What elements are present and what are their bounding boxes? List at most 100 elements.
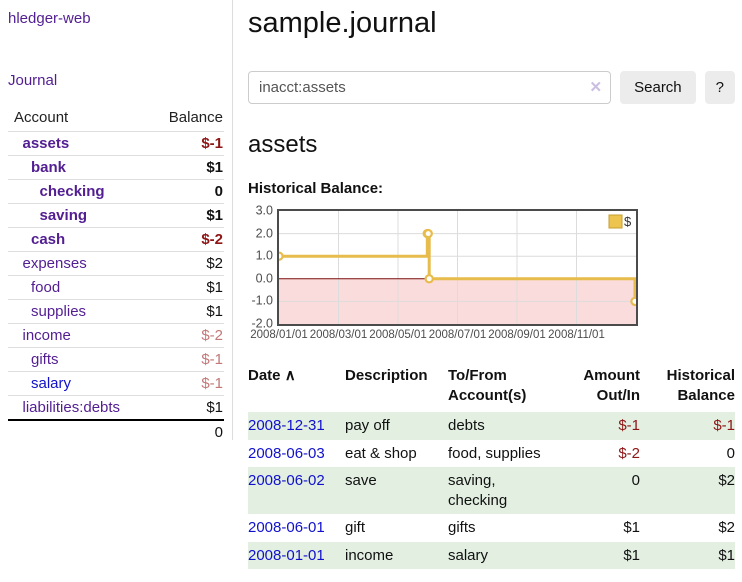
account-link[interactable]: income [22,327,71,344]
clear-search-icon[interactable]: ✕ [589,79,603,96]
account-link[interactable]: supplies [31,303,87,320]
y-axis-tick: 3.0 [255,203,273,218]
accounts-header-account: Account [14,109,69,126]
page-title: sample.journal [248,7,437,39]
column-balance: Historical Balance [666,367,735,404]
main-panel: sample.journal ✕ Search ? assets Histori… [248,0,735,569]
column-description: Description [345,367,428,384]
transaction-date-link[interactable]: 2008-12-31 [248,417,325,434]
search-input[interactable] [248,71,612,104]
column-date[interactable]: Date ∧ [248,367,296,384]
account-link[interactable]: expenses [22,255,87,272]
account-row: liabilities:debts $1 [8,395,224,421]
account-balance: $2 [206,255,223,272]
svg-text:$: $ [624,214,632,229]
transaction-row: 2008-06-03 eat & shop food, supplies $-2… [248,440,735,468]
x-axis-tick: 2008/05/01 [369,329,427,341]
y-axis-tick: 0.0 [255,271,273,286]
historical-balance-chart: 3.0 2.0 1.0 0.0 -1.0 -2.0 $ 2008/01/01 2008/03… [248,203,735,349]
transaction-row: 2008-06-01 gift gifts $1 $2 [248,514,735,542]
account-balance: $1 [206,159,223,176]
y-axis-tick: 1.0 [255,248,273,263]
chart-plot-area: $ [277,209,638,326]
transaction-accounts: debts [448,412,560,440]
account-link[interactable]: gifts [31,351,59,368]
account-balance: $1 [206,303,223,320]
y-axis-tick: 2.0 [255,225,273,240]
search-bar: ✕ Search ? [248,71,735,104]
account-row: expenses $2 [8,251,224,276]
account-balance: $1 [206,279,223,296]
sort-ascending-icon: ∧ [284,367,296,384]
account-row: gifts $-1 [8,347,224,372]
register-table: Date ∧ Description To/From Account(s) Am… [248,366,735,569]
transaction-date-link[interactable]: 2008-06-02 [248,472,325,489]
account-row: bank $1 [8,155,224,180]
chart-title: Historical Balance: [248,180,384,197]
account-balance: $-2 [201,327,223,344]
transaction-description: save [345,467,448,514]
account-balance: $-2 [201,231,223,248]
transaction-date-link[interactable]: 2008-01-01 [248,546,325,564]
accounts-total-value: 0 [147,419,224,444]
transaction-amount: $1 [560,541,640,569]
transaction-row: 2008-12-31 pay off debts $-1 $-1 [248,412,735,440]
account-balance: $1 [206,399,223,416]
accounts-header-balance: Balance [168,109,223,126]
transaction-amount: $-1 [560,412,640,440]
account-link[interactable]: saving [39,207,88,224]
transaction-balance: 0 [726,444,735,462]
account-heading: assets [248,131,318,158]
account-row: supplies $1 [8,299,224,324]
account-balance: $-1 [201,135,223,152]
search-button[interactable]: Search [620,71,696,104]
account-link[interactable]: checking [39,183,105,200]
transaction-description: gift [345,519,366,536]
sidebar-item-journal[interactable]: Journal [8,72,58,89]
transaction-description: pay off [345,412,448,440]
column-amount: Amount Out/In [583,367,640,404]
x-axis-tick: 2008/03/01 [309,329,368,341]
transaction-accounts: food, supplies [448,444,541,462]
transaction-accounts: gifts [448,519,476,536]
y-axis-tick: -2.0 [251,316,273,331]
transaction-amount: $-2 [618,444,640,462]
x-axis-tick: 2008/11/01 [548,329,605,341]
transaction-balance: $1 [640,541,735,569]
x-axis-tick: 2008/09/01 [488,329,546,341]
account-row: food $1 [8,275,224,300]
account-balance: $-1 [201,375,223,392]
transaction-description: income [345,541,448,569]
account-link[interactable]: food [31,279,61,296]
transaction-row: 2008-06-02 save saving, checking 0 $2 [248,467,735,514]
account-link[interactable]: liabilities:debts [22,399,121,416]
transaction-accounts: salary [448,541,560,569]
account-link[interactable]: cash [31,231,66,248]
chart-legend: $ [608,214,632,229]
transaction-row: 2008-01-01 income salary $1 $1 [248,541,735,569]
account-row: cash $-2 [8,227,224,252]
transaction-balance: $-1 [640,412,735,440]
transaction-date-link[interactable]: 2008-06-03 [248,444,325,462]
account-balance: $1 [206,207,223,224]
account-link[interactable]: salary [31,375,72,392]
transaction-balance: $2 [718,519,735,536]
search-help-button[interactable]: ? [704,71,735,104]
account-balance: 0 [214,183,223,200]
account-link[interactable]: assets [22,135,70,152]
chart-svg: $ [279,211,636,324]
transaction-description: eat & shop [345,444,417,462]
account-row: saving $1 [8,203,224,228]
account-link[interactable]: bank [31,159,67,176]
account-row: salary $-1 [8,371,224,396]
transaction-amount: $1 [623,519,640,536]
x-axis-tick: 2008/07/01 [428,329,487,341]
app-brand-link[interactable]: hledger-web [8,10,91,27]
column-accounts: To/From Account(s) [448,367,527,404]
account-row: assets $-1 [8,131,224,156]
transaction-amount: 0 [560,467,640,514]
transaction-date-link[interactable]: 2008-06-01 [248,519,325,536]
accounts-table: Account Balance assets $-1 bank $1 check… [8,106,224,444]
account-row: income $-2 [8,323,224,348]
y-axis-tick: -1.0 [251,293,273,308]
